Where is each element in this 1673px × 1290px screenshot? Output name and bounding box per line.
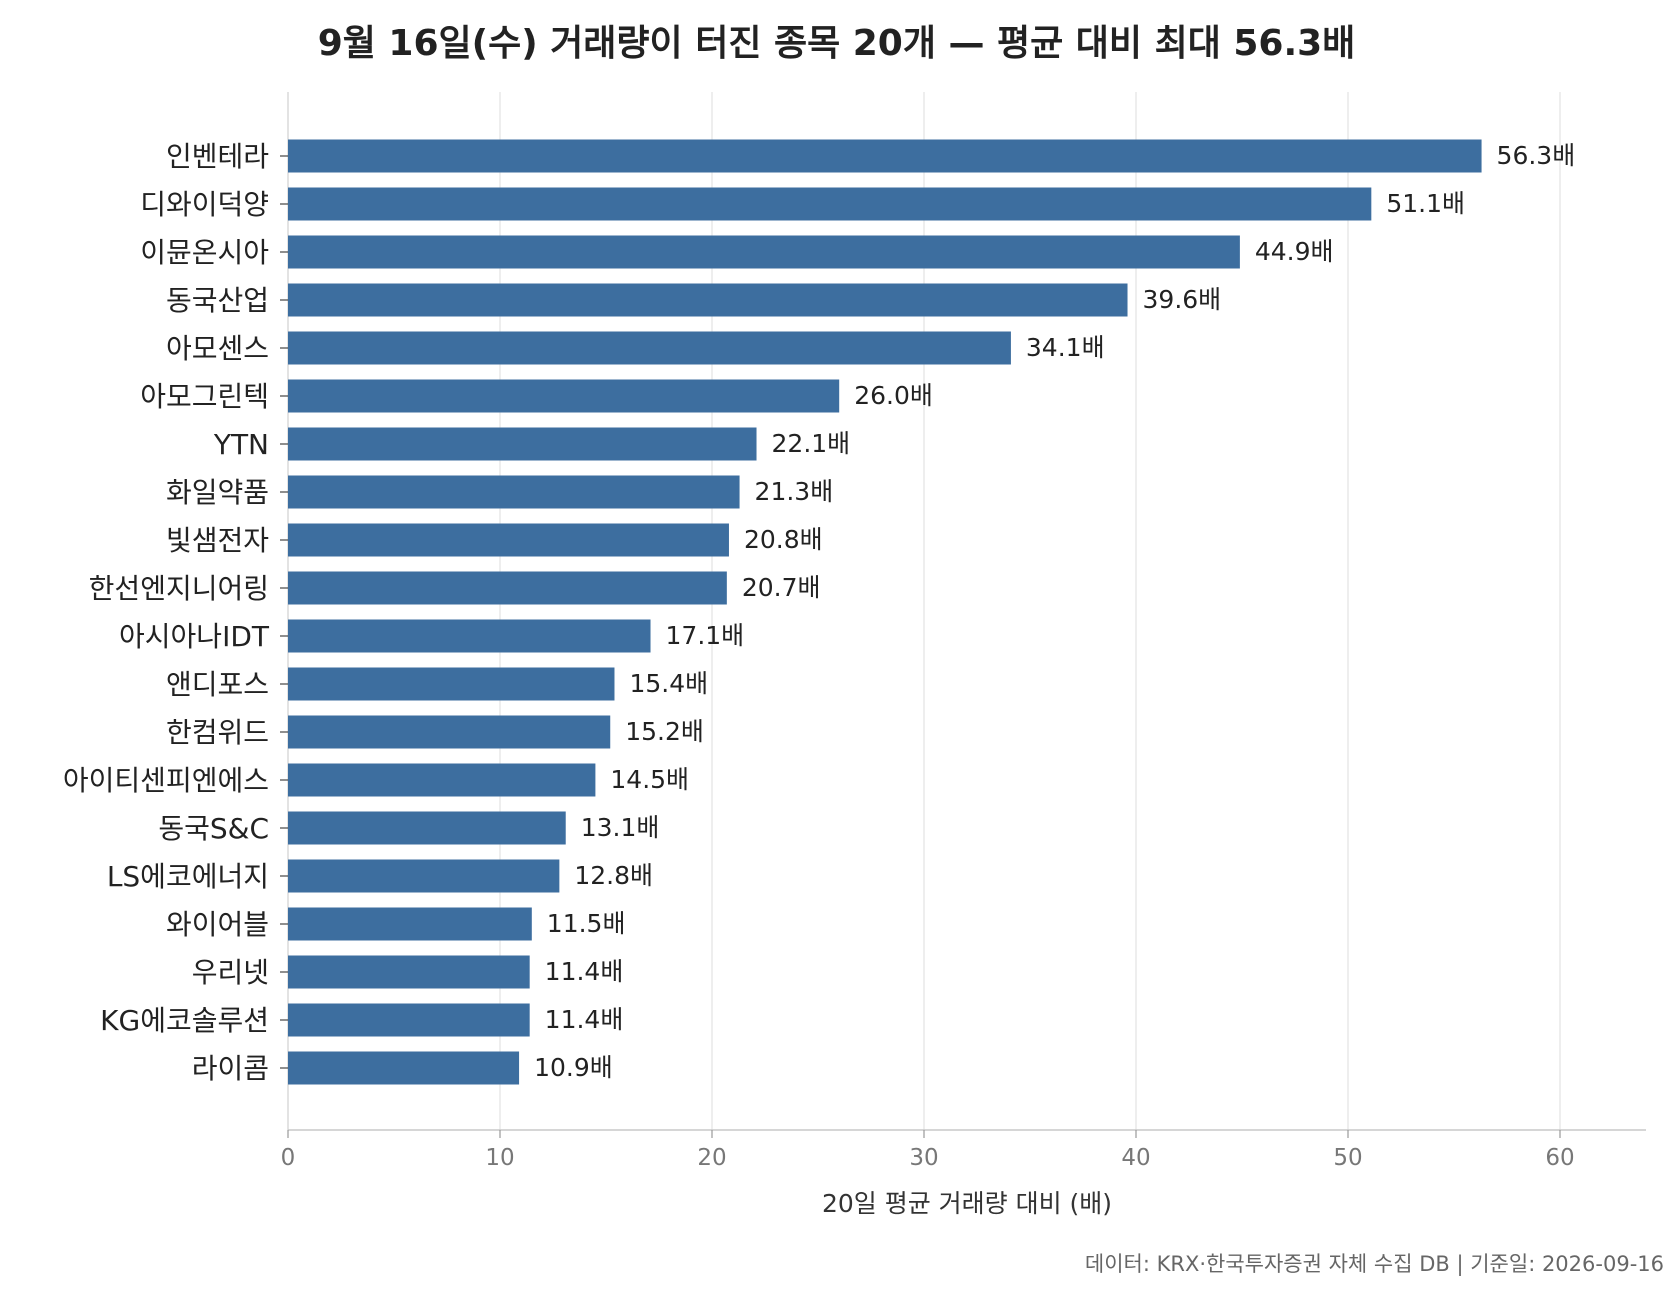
value-label: 51.1배	[1386, 189, 1465, 218]
bar	[288, 955, 530, 989]
x-axis-title: 20일 평균 거래량 대비 (배)	[822, 1189, 1112, 1218]
value-label: 13.1배	[581, 813, 660, 842]
category-label: 아시아나IDT	[119, 620, 270, 653]
x-tick-label: 30	[909, 1145, 938, 1171]
category-label: 와이어블	[166, 908, 269, 941]
bar	[288, 907, 532, 941]
category-label: 이뮨온시아	[140, 236, 269, 269]
value-label: 26.0배	[854, 381, 933, 410]
bar	[288, 283, 1128, 317]
x-tick-label: 50	[1333, 1145, 1362, 1171]
x-tick-label: 10	[485, 1145, 514, 1171]
value-label: 12.8배	[574, 861, 653, 890]
x-tick-label: 40	[1121, 1145, 1150, 1171]
category-label: 동국산업	[166, 284, 269, 317]
x-tick-label: 0	[281, 1145, 296, 1171]
bar	[288, 475, 740, 509]
category-label: 앤디포스	[166, 668, 269, 701]
x-tick-label: 20	[697, 1145, 726, 1171]
value-label: 15.2배	[625, 717, 704, 746]
bar	[288, 763, 596, 797]
bar	[288, 859, 560, 893]
value-label: 11.4배	[545, 1005, 624, 1034]
bar	[288, 379, 840, 413]
value-label: 34.1배	[1026, 333, 1105, 362]
category-label: 아이티센피엔에스	[63, 764, 269, 797]
category-label: 동국S&C	[158, 812, 269, 845]
bar	[288, 1003, 530, 1037]
chart-title: 9월 16일(수) 거래량이 터진 종목 20개 — 평균 대비 최대 56.3…	[317, 23, 1356, 64]
value-label: 17.1배	[666, 621, 745, 650]
value-label: 39.6배	[1143, 285, 1222, 314]
value-label: 56.3배	[1497, 141, 1576, 170]
value-label: 11.5배	[547, 909, 626, 938]
value-label: 20.8배	[744, 525, 823, 554]
value-label: 10.9배	[534, 1053, 613, 1082]
bar	[288, 331, 1011, 365]
value-label: 20.7배	[742, 573, 821, 602]
bar	[288, 619, 651, 653]
category-label: 아모그린텍	[140, 380, 269, 413]
bar	[288, 1051, 520, 1085]
value-label: 15.4배	[629, 669, 708, 698]
category-label: 한컴위드	[166, 716, 269, 749]
category-label: 한선엔지니어링	[89, 572, 269, 605]
bar	[288, 235, 1240, 269]
category-label: 아모센스	[166, 332, 269, 365]
value-label: 14.5배	[610, 765, 689, 794]
source-note: 데이터: KRX·한국투자증권 자체 수집 DB | 기준일: 2026-09-…	[1084, 1252, 1664, 1276]
value-label: 44.9배	[1255, 237, 1334, 266]
bar	[288, 139, 1482, 173]
bar	[288, 187, 1372, 221]
value-label: 22.1배	[772, 429, 851, 458]
category-label: 디와이덕양	[140, 188, 269, 221]
category-label: KG에코솔루션	[100, 1004, 269, 1037]
bar	[288, 715, 611, 749]
category-label: LS에코에너지	[107, 860, 269, 893]
x-tick-label: 60	[1545, 1145, 1574, 1171]
value-label: 21.3배	[755, 477, 834, 506]
bar	[288, 523, 729, 557]
bar	[288, 667, 615, 701]
bar	[288, 427, 757, 461]
category-label: 라이콤	[192, 1052, 269, 1085]
category-label: 인벤테라	[166, 140, 269, 173]
value-label: 11.4배	[545, 957, 624, 986]
category-label: 빛샘전자	[166, 524, 269, 557]
category-label: YTN	[213, 428, 269, 461]
category-label: 화일약품	[166, 476, 269, 509]
category-label: 우리넷	[192, 956, 269, 989]
bar	[288, 811, 566, 845]
bar	[288, 571, 727, 605]
